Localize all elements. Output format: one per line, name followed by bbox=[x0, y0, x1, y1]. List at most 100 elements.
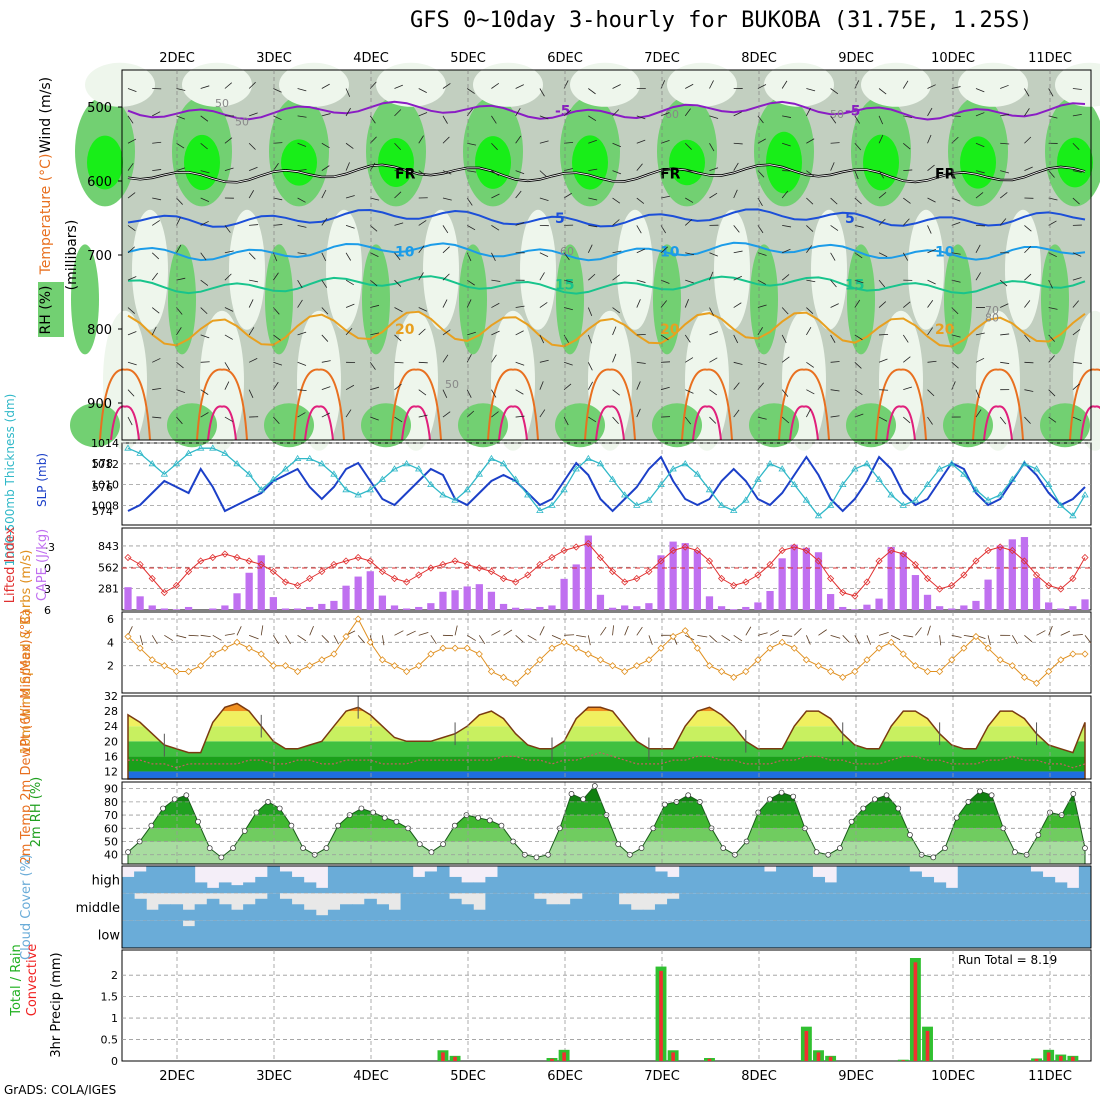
upper-wind-barb bbox=[1024, 300, 1031, 308]
cloud-bar bbox=[788, 893, 801, 921]
rh-tick-label: 90 bbox=[104, 783, 118, 796]
upper-wind-barb bbox=[612, 250, 622, 254]
bottom-date-label: 6DEC bbox=[547, 1069, 583, 1084]
upper-wind-barb bbox=[394, 222, 404, 226]
cloud-bar bbox=[957, 866, 971, 894]
rh-point bbox=[358, 805, 365, 812]
upper-wind-barb bbox=[418, 414, 428, 418]
cloud-bar bbox=[691, 893, 704, 921]
cloud-bar bbox=[134, 920, 147, 948]
cloud-bar bbox=[739, 893, 753, 921]
wind-speed-point bbox=[281, 662, 290, 670]
upper-wind-barb bbox=[418, 245, 425, 254]
li-point bbox=[221, 550, 229, 558]
thickness-tick-label: 578 bbox=[92, 457, 113, 470]
upper-wind-barb bbox=[297, 389, 307, 392]
cloud-bar bbox=[412, 876, 426, 894]
cloud-bar bbox=[957, 893, 971, 921]
rh-point bbox=[475, 814, 481, 821]
cape-bar bbox=[645, 603, 653, 610]
upper-wind-barb bbox=[854, 389, 863, 395]
slp-point bbox=[742, 496, 750, 503]
upper-wind-barb bbox=[297, 169, 307, 172]
cloud-bar bbox=[558, 866, 571, 894]
upper-wind-barb bbox=[297, 331, 307, 336]
rh-point bbox=[498, 822, 505, 829]
cape-bar bbox=[354, 576, 362, 610]
upper-wind-barb bbox=[491, 302, 500, 308]
rh-contour-label: 80 bbox=[985, 312, 999, 325]
rh-point bbox=[615, 841, 622, 848]
rh-saturated-blob bbox=[281, 139, 317, 186]
wind-barb bbox=[769, 630, 780, 636]
cloud-bar bbox=[667, 898, 680, 921]
upper-wind-barb bbox=[636, 115, 646, 120]
upper-wind-barb bbox=[975, 192, 984, 199]
cloud-bar bbox=[134, 871, 147, 894]
cloud-bar bbox=[872, 866, 886, 894]
upper-wind-barb bbox=[127, 416, 133, 426]
upper-wind-barb bbox=[1072, 416, 1082, 422]
cloud-bar bbox=[327, 920, 341, 948]
slp-point bbox=[487, 454, 496, 461]
upper-wind-barb bbox=[297, 197, 306, 203]
upper-wind-barb bbox=[587, 334, 593, 344]
wind-speed-point bbox=[911, 662, 919, 670]
li-point bbox=[499, 574, 508, 583]
wind-speed-point bbox=[1008, 662, 1016, 670]
rh-dry-blob bbox=[423, 209, 459, 330]
upper-wind-barb bbox=[321, 83, 330, 89]
upper-wind-barb bbox=[273, 416, 280, 425]
wind-barb bbox=[1072, 634, 1083, 636]
upper-wind-barb bbox=[539, 334, 545, 344]
upper-wind-barb bbox=[248, 190, 255, 199]
rh-point bbox=[148, 822, 155, 829]
upper-wind-barb bbox=[1000, 170, 1010, 174]
cloud-bar bbox=[739, 866, 753, 894]
upper-wind-barb bbox=[903, 356, 911, 363]
upper-wind-barb bbox=[636, 279, 646, 283]
isotherm-label: -5 bbox=[555, 104, 571, 120]
cloud-bar bbox=[630, 866, 644, 894]
wind-barb bbox=[1011, 635, 1018, 645]
cloud-bar bbox=[1078, 866, 1092, 894]
wind-barb bbox=[624, 625, 629, 636]
cloud-bar bbox=[473, 909, 486, 921]
upper-wind-barb bbox=[806, 361, 814, 368]
cloud-bar bbox=[388, 909, 402, 921]
upper-wind-barb bbox=[491, 170, 500, 176]
upper-wind-barb bbox=[394, 383, 402, 390]
upper-wind-barb bbox=[830, 162, 835, 171]
rh-point bbox=[451, 822, 458, 829]
upper-wind-barb bbox=[685, 279, 694, 284]
upper-wind-barb bbox=[297, 88, 307, 92]
upper-wind-barb bbox=[1048, 88, 1054, 97]
cloud-bar bbox=[800, 920, 813, 948]
upper-wind-barb bbox=[612, 142, 622, 148]
upper-wind-barb bbox=[733, 302, 742, 308]
slp-point bbox=[318, 460, 326, 467]
upper-wind-barb bbox=[902, 334, 909, 343]
upper-wind-barb bbox=[781, 389, 789, 397]
pressure-tick-label: 600 bbox=[87, 175, 112, 190]
cloud-bar bbox=[691, 920, 704, 948]
upper-wind-barb bbox=[418, 389, 427, 396]
slp-point bbox=[184, 449, 193, 456]
cloud-bar bbox=[630, 920, 644, 948]
isotherm-25-loop bbox=[487, 368, 539, 441]
upper-wind-barb bbox=[709, 331, 718, 336]
wind-speed-point bbox=[245, 644, 253, 652]
upper-wind-barb bbox=[927, 327, 933, 336]
upper-wind-barb bbox=[830, 197, 838, 205]
cloud-bar bbox=[933, 920, 947, 948]
cloud-bar bbox=[703, 893, 717, 921]
upper-wind-barb bbox=[903, 115, 913, 118]
wind-barb bbox=[454, 625, 458, 636]
thickness-line bbox=[127, 455, 1086, 513]
cloud-bar bbox=[642, 866, 656, 894]
cloud-bar bbox=[558, 904, 571, 921]
upper-wind-barb bbox=[830, 389, 840, 392]
upper-wind-barb bbox=[539, 409, 546, 418]
upper-wind-barb bbox=[152, 197, 162, 201]
